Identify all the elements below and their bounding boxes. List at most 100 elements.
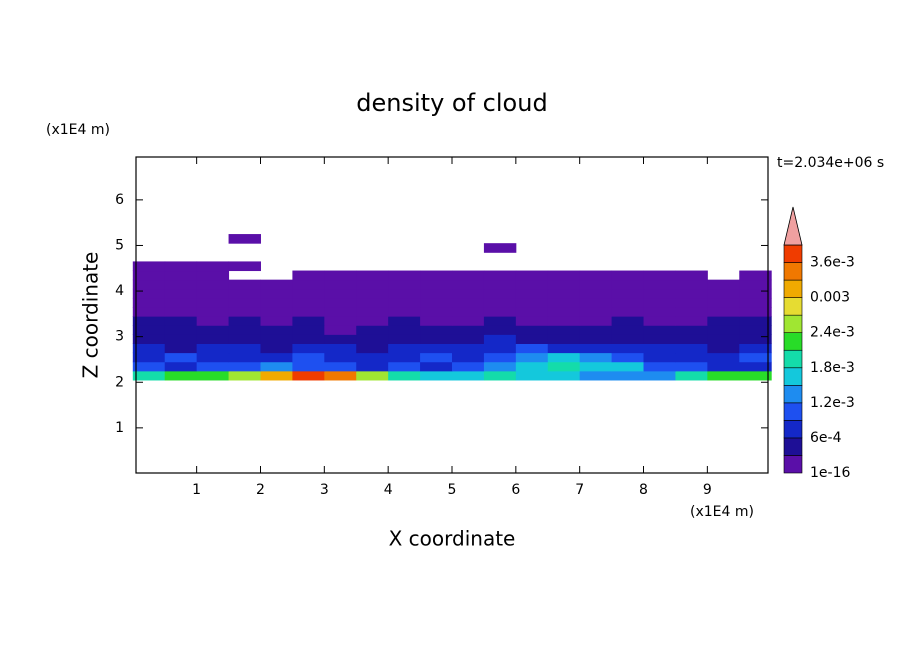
contour-cell — [675, 297, 708, 308]
contour-cell — [739, 370, 772, 381]
contour-cell — [324, 288, 357, 299]
contour-cell — [515, 316, 549, 326]
contour-cell — [228, 334, 261, 344]
contour-cell — [739, 334, 772, 344]
contour-cell — [675, 307, 708, 317]
contour-cell — [739, 297, 772, 308]
contour-cell — [643, 334, 676, 344]
contour-cell — [132, 261, 166, 272]
colorbar-box — [783, 402, 803, 421]
contour-cell — [675, 361, 708, 372]
contour-cell — [260, 316, 293, 326]
contour-cell — [611, 352, 645, 363]
contour-cell — [707, 279, 740, 290]
contour-cell — [132, 297, 166, 308]
contour-cell — [515, 288, 549, 299]
colorbar-extension — [783, 206, 803, 246]
contour-cell — [260, 297, 293, 308]
contour-cell — [196, 270, 230, 281]
contour-cell — [452, 352, 485, 363]
contour-cell — [132, 334, 166, 344]
contour-cell — [611, 270, 645, 281]
contour-cell — [132, 370, 166, 381]
contour-cell — [164, 270, 198, 281]
contour-cell — [547, 270, 581, 281]
x-tick-label: 6 — [511, 482, 520, 498]
contour-cell — [388, 361, 421, 372]
contour-cell — [611, 343, 645, 354]
contour-cell — [547, 297, 581, 308]
contour-cell — [228, 307, 261, 317]
contour-cell — [324, 297, 357, 308]
colorbar-label: 2.4e-3 — [810, 325, 855, 341]
contour-cell — [515, 334, 549, 344]
contour-cell — [515, 270, 549, 281]
contour-cell — [164, 261, 198, 272]
contour-cell — [292, 270, 325, 281]
contour-cell — [483, 307, 517, 317]
contour-cell — [675, 325, 708, 335]
contour-cell — [132, 288, 166, 299]
contour-cell — [388, 370, 421, 381]
contour-cell — [420, 288, 453, 299]
contour-cell — [579, 270, 613, 281]
contour-cell — [164, 361, 198, 372]
contour-cell — [196, 343, 230, 354]
contour-cell — [643, 307, 676, 317]
contour-cell — [292, 288, 325, 299]
contour-cell — [388, 334, 421, 344]
contour-cell — [579, 279, 613, 290]
contour-cell — [356, 343, 389, 354]
contour-cell — [260, 288, 293, 299]
contour-cell — [579, 316, 613, 326]
contour-cell — [132, 352, 166, 363]
contour-cell — [483, 361, 517, 372]
contour-cell — [196, 334, 230, 344]
contour-cell — [547, 279, 581, 290]
contour-cell — [707, 334, 740, 344]
contour-cell — [452, 307, 485, 317]
contour-cell — [483, 370, 517, 381]
contour-cell — [452, 325, 485, 335]
contour-cell — [611, 316, 645, 326]
contour-cell — [324, 307, 357, 317]
contour-cell — [228, 361, 261, 372]
colorbar-label: 3.6e-3 — [810, 255, 855, 271]
contour-cell — [643, 343, 676, 354]
colorbar-label: 0.003 — [810, 290, 850, 306]
contour-cell — [547, 325, 581, 335]
contour-cell — [260, 334, 293, 344]
contour-cell — [388, 288, 421, 299]
contour-cell — [643, 297, 676, 308]
contour-cell — [452, 288, 485, 299]
contour-cell — [388, 352, 421, 363]
contour-cell — [579, 307, 613, 317]
contour-cell — [356, 316, 389, 326]
colorbar-box — [783, 262, 803, 281]
colorbar-box — [783, 367, 803, 386]
contour-cell — [132, 316, 166, 326]
contour-cell — [356, 270, 389, 281]
contour-cell — [132, 270, 166, 281]
x-tick-label: 7 — [575, 482, 584, 498]
contour-cell — [292, 370, 325, 381]
contour-cell — [707, 325, 740, 335]
contour-cell — [675, 279, 708, 290]
contour-cell — [643, 325, 676, 335]
contour-cell — [388, 343, 421, 354]
contour-cell — [196, 279, 230, 290]
contour-cell — [420, 316, 453, 326]
contour-cell — [420, 270, 453, 281]
contour-cell — [420, 334, 453, 344]
contour-cell — [515, 325, 549, 335]
contour-cell — [196, 307, 230, 317]
contour-cell — [675, 270, 708, 281]
contour-cell — [707, 352, 740, 363]
contour-cell — [420, 325, 453, 335]
contour-cell — [547, 316, 581, 326]
contour-cell — [324, 352, 357, 363]
contour-cell — [675, 288, 708, 299]
contour-cell — [707, 297, 740, 308]
contour-cell — [611, 297, 645, 308]
contour-cell — [515, 297, 549, 308]
